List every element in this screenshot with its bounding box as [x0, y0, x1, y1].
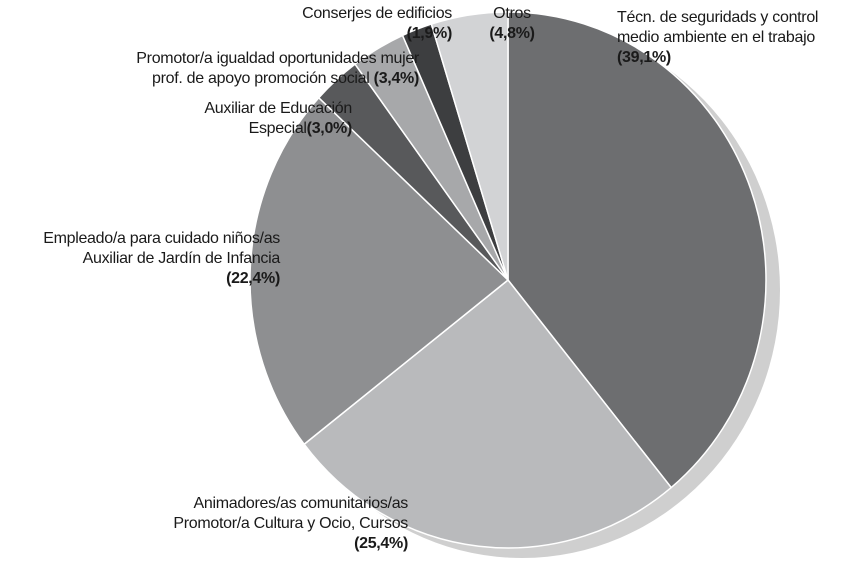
slice-value-label: (3,4%)	[373, 70, 420, 87]
slice-category: Auxiliar de Educación Especial	[204, 100, 352, 137]
slice-value-label: (1,9%)	[406, 25, 453, 42]
slice-label: Otros (4,8%)	[489, 4, 535, 44]
slice-label: Promotor/a igualdad oportunidades mujer …	[136, 49, 419, 89]
slice-value-label: (39,1%)	[617, 49, 671, 66]
slice-category: Animadores/as comunitarios/as Promotor/a…	[173, 495, 408, 532]
slice-category: Otros	[493, 5, 531, 22]
slice-value-label: (22,4%)	[226, 270, 280, 287]
pie-slice	[507, 11, 767, 489]
slice-value-label: (3,0%)	[306, 120, 353, 137]
slice-value-label: (25,4%)	[354, 535, 408, 552]
slice-category: Empleado/a para cuidado niños/as Auxilia…	[43, 230, 280, 267]
slice-label: Técn. de seguridads y control medio ambi…	[617, 8, 819, 68]
slice-label: Empleado/a para cuidado niños/as Auxilia…	[43, 229, 280, 289]
slice-value-label: (4,8%)	[489, 25, 535, 42]
slice-category: Promotor/a igualdad oportunidades mujer …	[136, 50, 419, 87]
slice-category: Conserjes de edificios	[302, 5, 452, 22]
pie-slice	[249, 96, 510, 446]
slice-label: Auxiliar de Educación Especial(3,0%)	[204, 99, 352, 139]
pie-slice	[430, 11, 509, 281]
slice-label: Animadores/as comunitarios/as Promotor/a…	[173, 494, 408, 554]
pie-slice	[303, 278, 673, 549]
slice-label: Conserjes de edificios (1,9%)	[302, 4, 452, 44]
slice-category: Técn. de seguridads y control medio ambi…	[617, 9, 819, 46]
